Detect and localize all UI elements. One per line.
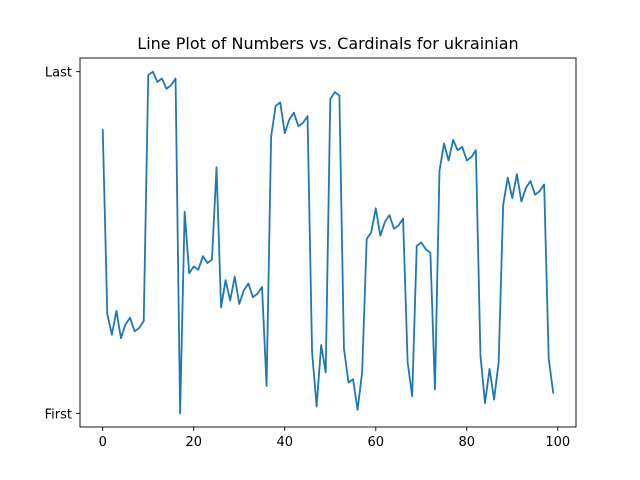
y-tick-label: Last bbox=[45, 66, 72, 81]
chart-title: Line Plot of Numbers vs. Cardinals for u… bbox=[137, 34, 518, 53]
x-tick-label: 100 bbox=[545, 435, 570, 450]
x-tick-label: 60 bbox=[368, 435, 385, 450]
x-tick-label: 40 bbox=[276, 435, 293, 450]
x-tick-label: 0 bbox=[99, 435, 107, 450]
y-tick-label: First bbox=[45, 407, 72, 422]
y-axis: First Last bbox=[45, 66, 80, 422]
x-axis: 0 20 40 60 80 100 bbox=[99, 427, 570, 450]
plot-frame bbox=[79, 57, 577, 428]
x-tick-label: 80 bbox=[459, 435, 476, 450]
series-layer bbox=[101, 70, 555, 415]
x-tick-label: 20 bbox=[185, 435, 202, 450]
series-line bbox=[101, 70, 555, 415]
